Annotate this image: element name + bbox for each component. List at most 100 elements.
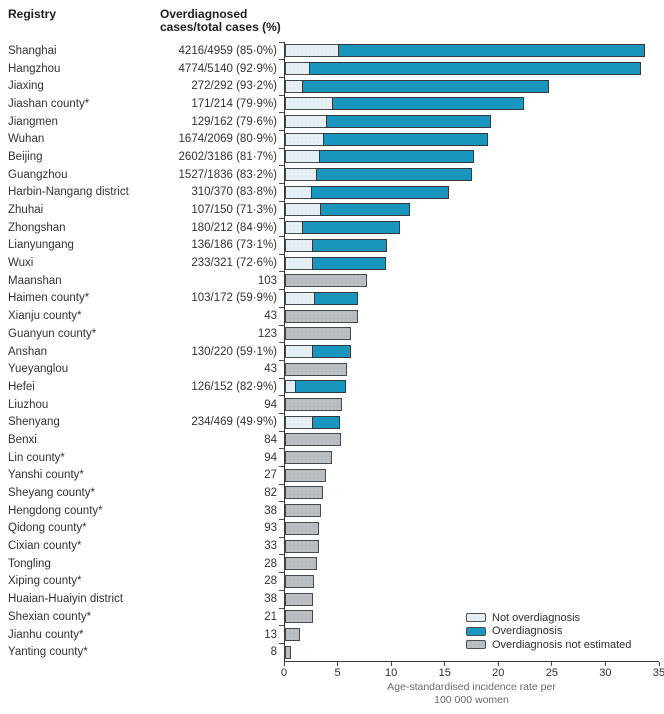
x-axis-tick: 25 xyxy=(546,662,558,679)
bar-area xyxy=(279,112,659,131)
registry-row: Yanshi county* 27 xyxy=(0,466,664,485)
cases-column-header-line2: cases/total cases (%) xyxy=(160,20,281,34)
cases-value: 130/220 (59·1%) xyxy=(191,345,277,358)
bar-area xyxy=(279,625,659,644)
cases-value: 103/172 (59·9%) xyxy=(191,292,277,305)
x-axis-tick: 20 xyxy=(492,662,504,679)
x-axis-spacer xyxy=(0,661,284,681)
registry-row: Liuzhou 94 xyxy=(0,395,664,414)
bar xyxy=(285,415,659,429)
registry-name: Zhongshan xyxy=(8,221,66,234)
bar-area xyxy=(279,519,659,538)
cases-column-header: Overdiagnosed cases/total cases (%) xyxy=(152,8,281,42)
cases-value: 28 xyxy=(264,575,277,588)
cases-value: 8 xyxy=(270,646,277,659)
cases-value: 13 xyxy=(264,628,277,641)
tick-mark xyxy=(283,662,285,667)
legend-label: Overdiagnosis not estimated xyxy=(492,638,632,651)
not-estimated-segment xyxy=(285,309,358,323)
not-estimated-segment xyxy=(285,610,313,624)
registry-name: Liuzhou xyxy=(8,398,49,411)
tick-mark xyxy=(390,662,392,667)
registry-name: Wuxi xyxy=(8,257,34,270)
registry-row: Haimen county* 103/172 (59·9%) xyxy=(0,289,664,308)
bar xyxy=(285,610,659,624)
not-overdiagnosis-segment xyxy=(285,291,315,305)
cases-value: 234/469 (49·9%) xyxy=(191,416,277,429)
registry-name: Cixian county* xyxy=(8,540,82,553)
tick-label: 30 xyxy=(599,667,612,680)
registry-name: Yanting county* xyxy=(8,646,88,659)
bar-area xyxy=(279,147,659,166)
bar xyxy=(285,97,659,111)
x-axis-line: 0 5 10 15 20 25 30 35 xyxy=(281,661,664,681)
bar-area xyxy=(279,448,659,467)
registry-row: Qidong county* 93 xyxy=(0,519,664,538)
registry-row: Wuhan 1674/2069 (80·9%) xyxy=(0,129,664,149)
not-overdiagnosis-segment xyxy=(285,61,311,75)
tick-mark xyxy=(337,662,339,667)
overdiagnosis-segment xyxy=(315,168,473,182)
not-estimated-segment xyxy=(285,557,318,571)
bar-area xyxy=(279,129,659,149)
overdiagnosis-swatch-icon xyxy=(466,626,486,636)
registry-name: Harbin-Nangang district xyxy=(8,186,129,199)
cases-value: 93 xyxy=(264,522,277,535)
not-overdiagnosis-segment xyxy=(285,115,328,129)
not-overdiagnosis-segment xyxy=(285,185,312,199)
x-axis-title: Age-standardised incidence rate per 100 … xyxy=(284,681,659,706)
bar-area xyxy=(279,41,659,60)
registry-row: Cixian county* 33 xyxy=(0,536,664,555)
legend-item-overdiagnosis: Overdiagnosis xyxy=(466,625,631,639)
overdiagnosis-segment xyxy=(311,344,352,358)
bar xyxy=(285,344,659,358)
overdiagnosis-segment xyxy=(322,132,489,146)
bar xyxy=(285,362,659,376)
registry-name: Lin county* xyxy=(8,451,65,464)
bar-area xyxy=(279,501,659,520)
registry-name: Guanyun county* xyxy=(8,327,97,340)
registry-name: Shenyang xyxy=(8,416,60,429)
registry-row: Shexian county* 21 xyxy=(0,607,664,626)
bar xyxy=(285,79,659,93)
bar xyxy=(285,574,659,588)
registry-row: Guanyun county* 123 xyxy=(0,324,664,343)
x-axis: 0 5 10 15 20 25 30 35 xyxy=(0,661,664,681)
not-overdiagnosis-segment xyxy=(285,221,303,235)
bar-area xyxy=(279,76,659,96)
registry-name: Xiping county* xyxy=(8,575,82,588)
overdiagnosis-segment xyxy=(311,256,386,270)
tick-label: 35 xyxy=(652,667,664,680)
registry-row: Maanshan 103 xyxy=(0,271,664,290)
bar-area xyxy=(279,536,659,555)
registry-row: Anshan 130/220 (59·1%) xyxy=(0,342,664,361)
chart-rows: Shanghai 4216/4959 (85·0%) Hangzhou 4774… xyxy=(0,41,664,662)
not-estimated-segment xyxy=(285,451,333,465)
bar xyxy=(285,256,659,270)
bar xyxy=(285,380,659,394)
bar xyxy=(285,168,659,182)
registry-row: Guangzhou 1527/1836 (83·2%) xyxy=(0,165,664,184)
bar-area xyxy=(279,607,659,626)
not-estimated-segment xyxy=(285,504,322,518)
bar-area xyxy=(279,271,659,290)
column-headers: Registry Overdiagnosed cases/total cases… xyxy=(0,0,664,42)
registry-name: Beijing xyxy=(8,150,43,163)
registry-row: Jiaxing 272/292 (93·2%) xyxy=(0,76,664,96)
registry-name: Huaian-Huaiyin district xyxy=(8,593,124,606)
registry-row: Jiangmen 129/162 (79·6%) xyxy=(0,112,664,131)
bar xyxy=(285,221,659,235)
registry-row: Benxi 84 xyxy=(0,430,664,449)
registry-name: Jianhu county* xyxy=(8,628,84,641)
registry-name: Zhuhai xyxy=(8,204,44,217)
bar-area xyxy=(279,412,659,432)
bar xyxy=(285,504,659,518)
cases-value: 94 xyxy=(264,398,277,411)
registry-row: Harbin-Nangang district 310/370 (83·8%) xyxy=(0,183,664,202)
registry-row: Lin county* 94 xyxy=(0,448,664,467)
tick-mark xyxy=(497,662,499,667)
overdiagnosis-segment xyxy=(302,79,549,93)
registry-name: Lianyungang xyxy=(8,239,74,252)
registry-row: Hefei 126/152 (82·9%) xyxy=(0,377,664,396)
registry-row: Zhongshan 180/212 (84·9%) xyxy=(0,218,664,237)
